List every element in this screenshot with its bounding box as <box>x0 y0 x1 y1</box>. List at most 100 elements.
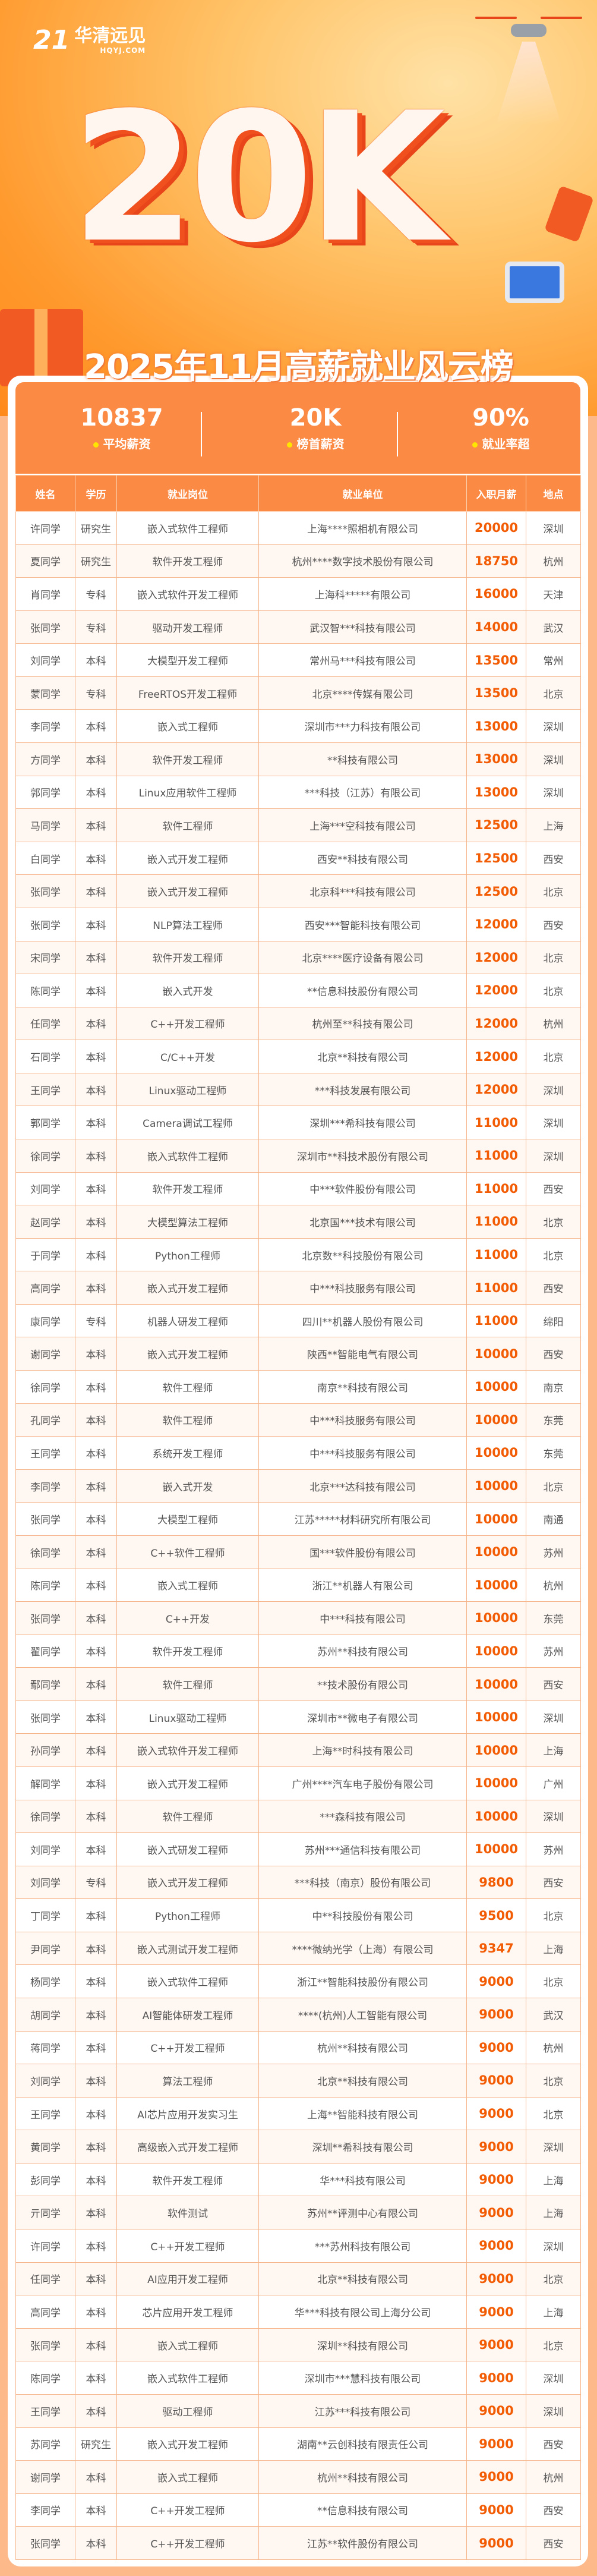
table-row: 亓同学 本科 软件测试 苏州**评测中心有限公司 9000 上海 <box>15 2196 581 2230</box>
degree: 研究生 <box>75 511 117 545</box>
company: 中***软件股份有限公司 <box>258 1172 467 1206</box>
location: 上海 <box>526 2295 581 2329</box>
location: 杭州 <box>526 544 581 578</box>
table-row: 徐同学 本科 软件工程师 南京**科技有限公司 10000 南京 <box>15 1370 581 1404</box>
student-name: 王同学 <box>15 2394 75 2428</box>
company: **科技有限公司 <box>258 742 467 776</box>
company: 深圳市***力科技有限公司 <box>258 709 467 744</box>
company: 深圳**希科技有限公司 <box>258 2130 467 2164</box>
position: 大模型开发工程师 <box>116 643 259 677</box>
table-row: 蒋同学 本科 C++开发工程师 杭州**科技有限公司 9000 杭州 <box>15 2030 581 2065</box>
company: 西安**科技有限公司 <box>258 841 467 876</box>
location: 东莞 <box>526 1403 581 1437</box>
student-name: 翟同学 <box>15 1634 75 1668</box>
company: 苏州**科技有限公司 <box>258 1634 467 1668</box>
salary: 11000 <box>466 1205 526 1239</box>
student-name: 张同学 <box>15 1601 75 1635</box>
position: 驱动工程师 <box>116 2394 259 2428</box>
degree: 本科 <box>75 1205 117 1239</box>
position: 软件开发工程师 <box>116 1172 259 1206</box>
location: 深圳 <box>526 2229 581 2263</box>
company: ***科技（南京）股份有限公司 <box>258 1865 467 1900</box>
student-name: 张同学 <box>15 1700 75 1734</box>
salary: 13000 <box>466 742 526 776</box>
student-name: 马同学 <box>15 808 75 842</box>
student-name: 王同学 <box>15 1436 75 1470</box>
company: 杭州**科技有限公司 <box>258 2460 467 2494</box>
student-name: 蒋同学 <box>15 2030 75 2065</box>
company: 深圳市**科技术股份有限公司 <box>258 1138 467 1173</box>
position: 嵌入式开发工程师 <box>116 1337 259 1371</box>
company: 杭州至**科技有限公司 <box>258 1006 467 1041</box>
degree: 本科 <box>75 1535 117 1569</box>
degree: 本科 <box>75 1138 117 1173</box>
company: 深圳市***慧科技有限公司 <box>258 2361 467 2395</box>
salary: 9000 <box>466 2262 526 2296</box>
position: C++开发工程师 <box>116 2030 259 2065</box>
degree: 本科 <box>75 1898 117 1932</box>
drone-icon <box>469 12 588 48</box>
salary: 12500 <box>466 874 526 908</box>
position: 软件工程师 <box>116 1799 259 1834</box>
table-row: 王同学 本科 AI芯片应用开发实习生 上海**智能科技有限公司 9000 北京 <box>15 2096 581 2131</box>
company: 江苏***科技有限公司 <box>258 2394 467 2428</box>
company: 苏州**评测中心有限公司 <box>258 2196 467 2230</box>
salary: 9347 <box>466 1931 526 1966</box>
company: 浙江**智能科技股份有限公司 <box>258 1964 467 1999</box>
degree: 本科 <box>75 1799 117 1834</box>
table-row: 张同学 本科 大模型工程师 江苏*****材料研究所有限公司 10000 南通 <box>15 1502 581 1536</box>
student-name: 刘同学 <box>15 2064 75 2098</box>
degree: 本科 <box>75 1040 117 1073</box>
salary: 9000 <box>466 2229 526 2263</box>
logo-name: 华清远见 <box>74 26 146 46</box>
logo-domain: HQYJ.COM <box>100 46 146 55</box>
location: 深圳 <box>526 1072 581 1107</box>
student-name: 孔同学 <box>15 1403 75 1437</box>
position: Camera调试工程师 <box>116 1106 259 1139</box>
student-name: 任同学 <box>15 1006 75 1041</box>
degree: 本科 <box>75 1172 117 1206</box>
stat-value: 90% <box>472 404 529 432</box>
salary: 9500 <box>466 1898 526 1932</box>
salary: 12500 <box>466 841 526 876</box>
stat-employment-rate: 90% 就业率超 <box>441 405 560 451</box>
student-name: 陈同学 <box>15 974 75 1007</box>
salary: 10000 <box>466 1403 526 1437</box>
table-row: 刘同学 本科 嵌入式研发工程师 苏州***通信科技有限公司 10000 苏州 <box>15 1832 581 1866</box>
table-row: 王同学 本科 驱动工程师 江苏***科技有限公司 9000 深圳 <box>15 2394 581 2428</box>
table-row: 方同学 本科 软件开发工程师 **科技有限公司 13000 深圳 <box>15 742 581 776</box>
location: 深圳 <box>526 2130 581 2164</box>
degree: 本科 <box>75 775 117 810</box>
student-name: 王同学 <box>15 2096 75 2131</box>
stats-panel: 10837 平均薪资 20K 榜首薪资 90% 就业率超 <box>15 382 580 474</box>
position: 嵌入式开发工程师 <box>116 1865 259 1900</box>
location: 北京 <box>526 940 581 975</box>
drone-light-beam <box>496 42 561 125</box>
student-name: 尹同学 <box>15 1931 75 1966</box>
salary: 10000 <box>466 1469 526 1503</box>
location: 东莞 <box>526 1436 581 1470</box>
table-row: 刘同学 本科 软件开发工程师 中***软件股份有限公司 11000 西安 <box>15 1172 581 1206</box>
location: 杭州 <box>526 2460 581 2494</box>
student-name: 刘同学 <box>15 1172 75 1206</box>
position: 嵌入式软件工程师 <box>116 511 259 545</box>
table-row: 杨同学 本科 嵌入式软件工程师 浙江**智能科技股份有限公司 9000 北京 <box>15 1964 581 1999</box>
student-name: 张同学 <box>15 1502 75 1536</box>
company: 北京**科技有限公司 <box>258 2262 467 2296</box>
company: 江苏*****材料研究所有限公司 <box>258 1502 467 1536</box>
salary: 11000 <box>466 1303 526 1338</box>
salary: 11000 <box>466 1138 526 1173</box>
table-row: 陈同学 本科 嵌入式开发 **信息科技股份有限公司 12000 北京 <box>15 974 581 1007</box>
degree: 本科 <box>75 841 117 876</box>
degree: 本科 <box>75 1370 117 1404</box>
company: 上海****照相机有限公司 <box>258 511 467 545</box>
company: 武汉智***科技有限公司 <box>258 610 467 644</box>
page-title: 2025年11月高薪就业风云榜 <box>84 348 514 386</box>
table-row: 高同学 本科 芯片应用开发工程师 华***科技有限公司上海分公司 9000 上海 <box>15 2295 581 2329</box>
salary: 11000 <box>466 1271 526 1305</box>
table-row: 孙同学 本科 嵌入式软件开发工程师 上海**时科技有限公司 10000 上海 <box>15 1733 581 1767</box>
salary: 10000 <box>466 1733 526 1767</box>
company: 四川**机器人股份有限公司 <box>258 1303 467 1338</box>
location: 深圳 <box>526 2361 581 2395</box>
position: C++开发工程师 <box>116 2493 259 2527</box>
